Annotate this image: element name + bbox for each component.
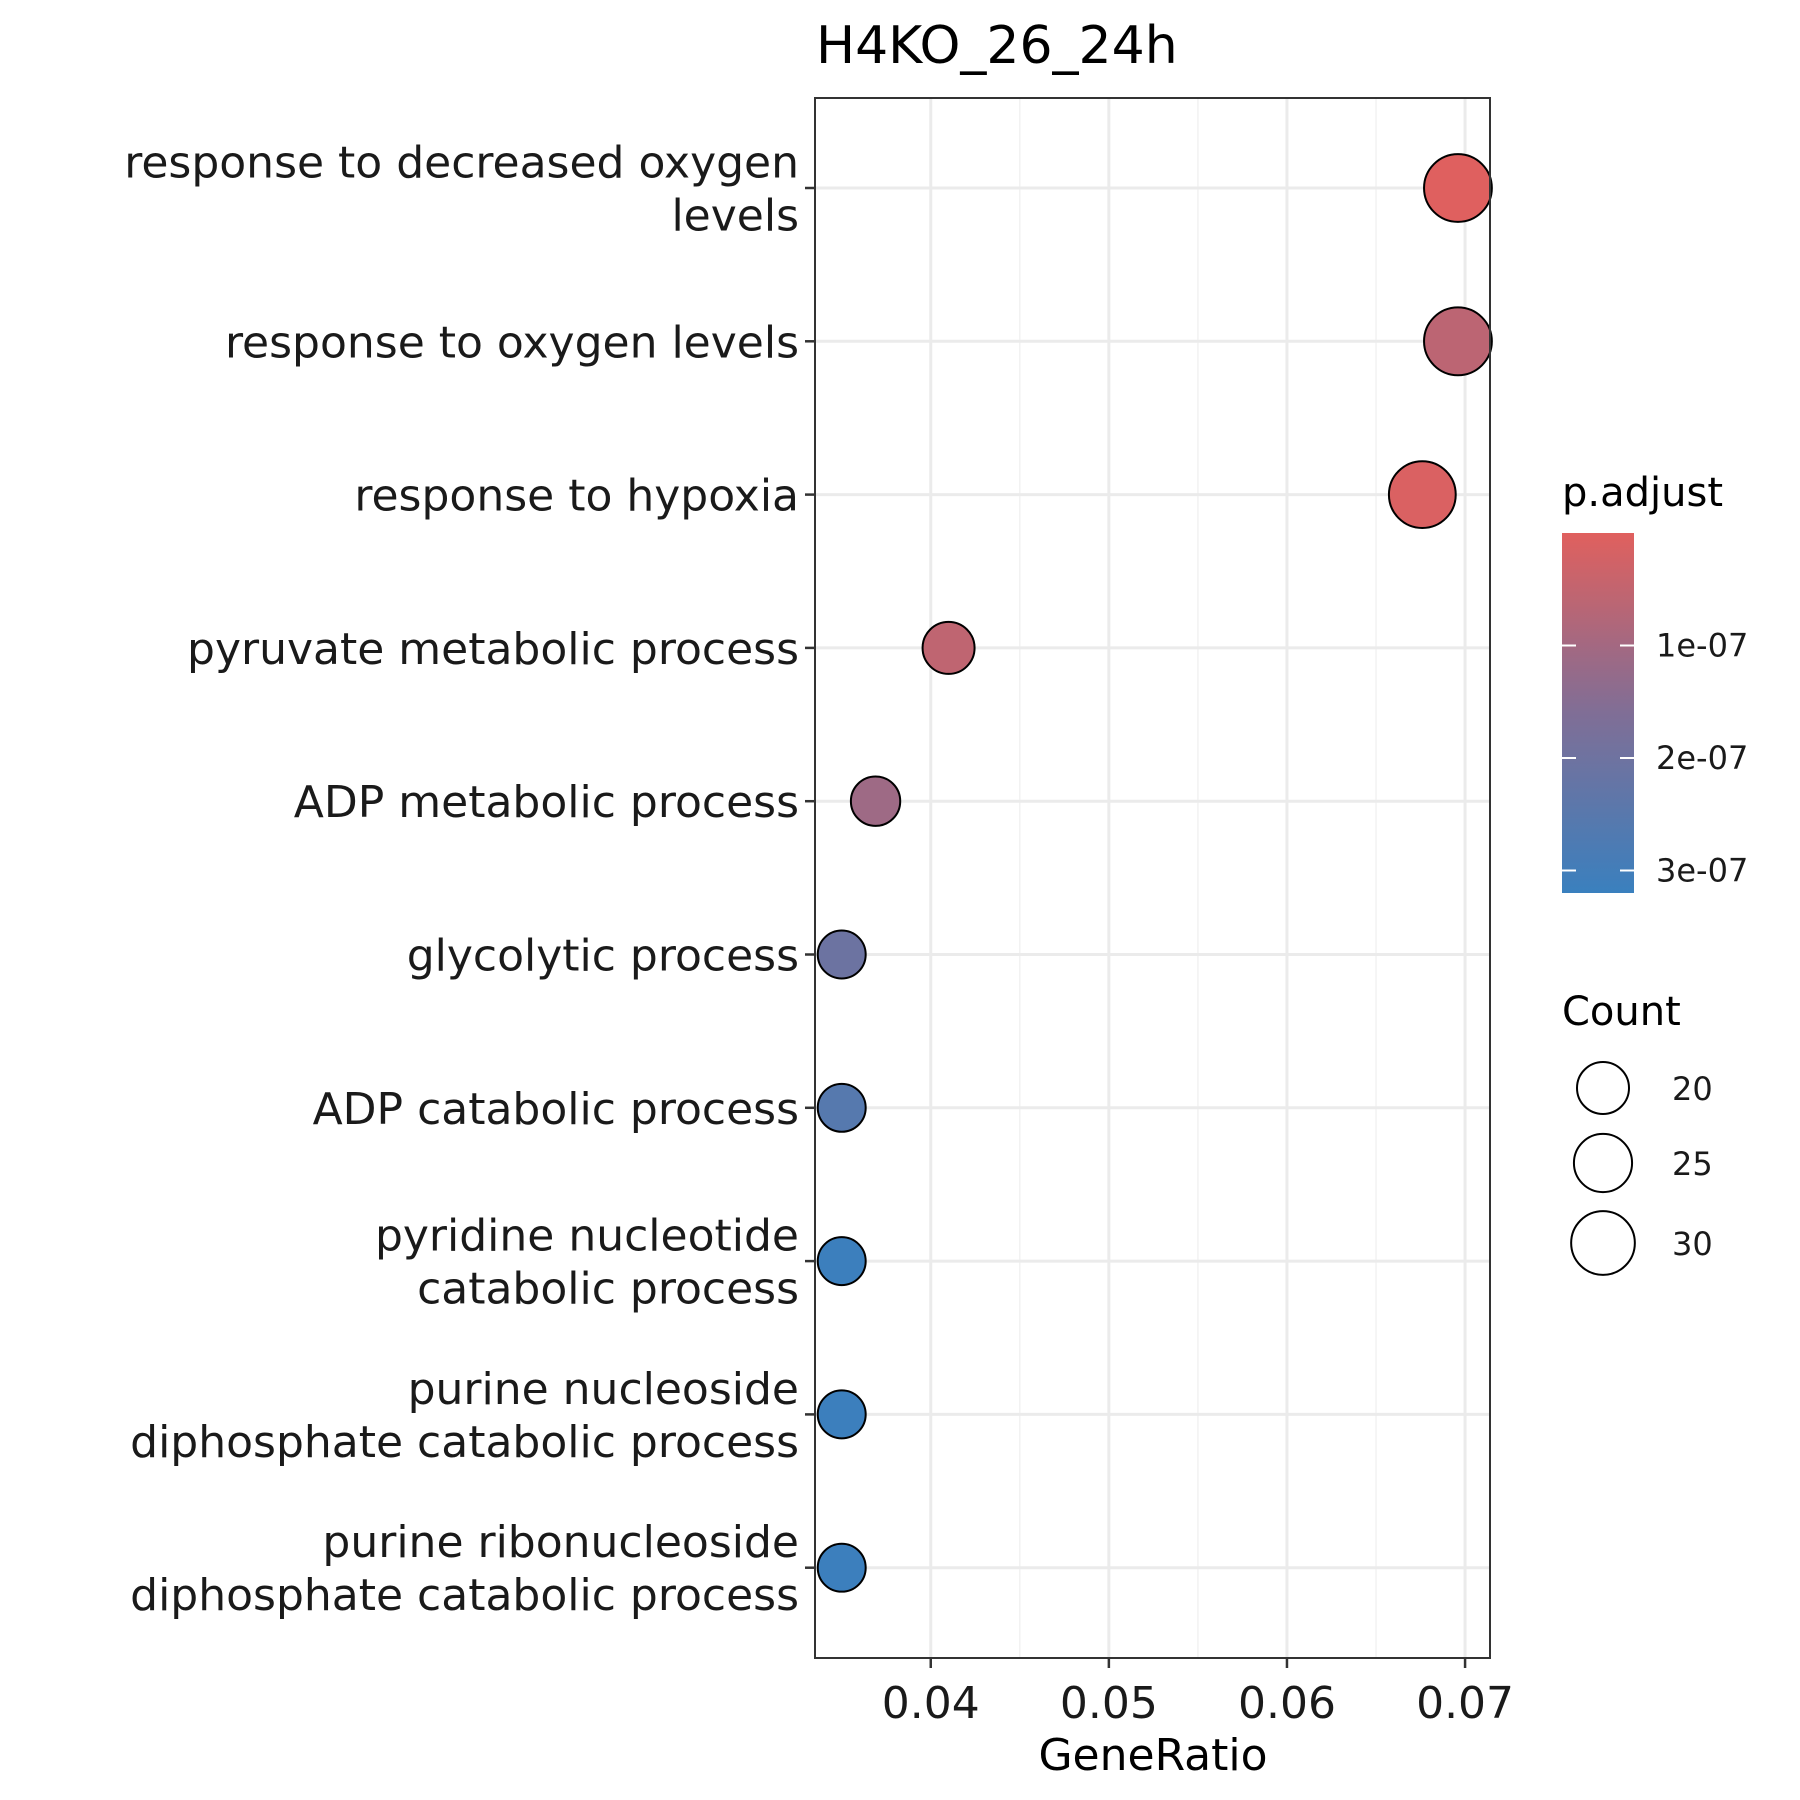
plot-panel xyxy=(815,98,1490,1658)
y-tick-label: ADP metabolic process xyxy=(294,777,799,828)
x-tick-label: 0.05 xyxy=(1060,1678,1158,1729)
x-tick-label: 0.04 xyxy=(882,1678,980,1729)
data-point xyxy=(816,1236,867,1287)
x-axis-title: GeneRatio xyxy=(1038,1730,1267,1781)
data-points xyxy=(816,153,1493,1593)
y-tick-label: diphosphate catabolic process xyxy=(130,1570,799,1621)
y-tick-label: response to hypoxia xyxy=(354,471,799,522)
y-tick-label: ADP catabolic process xyxy=(313,1084,799,1135)
count-legend-circle xyxy=(1570,1210,1636,1276)
data-point xyxy=(1423,306,1493,377)
y-tick-label: glycolytic process xyxy=(407,931,799,982)
p-adjust-legend: p.adjust 1e-07 2e-07 3e-07 xyxy=(1562,470,1748,893)
y-tick-label: pyruvate metabolic process xyxy=(187,624,799,675)
y-tick-label: purine ribonucleoside xyxy=(322,1517,799,1568)
data-point xyxy=(816,1389,867,1440)
count-legend-label: 25 xyxy=(1672,1145,1713,1183)
x-axis: 0.04 0.05 0.06 0.07 xyxy=(882,1658,1514,1729)
y-tick-label: response to oxygen levels xyxy=(225,317,799,368)
p-adjust-colorbar xyxy=(1562,533,1634,893)
count-legend-label: 20 xyxy=(1672,1070,1713,1108)
data-point xyxy=(921,620,976,675)
data-point xyxy=(816,1082,867,1133)
x-tick-label: 0.07 xyxy=(1416,1678,1514,1729)
y-tick-label: diphosphate catabolic process xyxy=(130,1417,799,1468)
x-tick-label: 0.06 xyxy=(1238,1678,1336,1729)
count-legend-label: 30 xyxy=(1672,1225,1713,1263)
plot-panel-border xyxy=(814,97,1491,1659)
y-tick-label: response to decreased oxygen xyxy=(124,138,799,189)
colorbar-tick-label: 1e-07 xyxy=(1656,627,1748,665)
y-tick-label: purine nucleoside xyxy=(408,1364,799,1415)
plot-panel-background xyxy=(815,98,1490,1658)
data-point xyxy=(1387,460,1457,529)
count-legend-title: Count xyxy=(1562,989,1681,1035)
colorbar-tick-label: 2e-07 xyxy=(1656,739,1748,777)
count-legend: Count 20 25 30 xyxy=(1562,989,1713,1276)
data-point xyxy=(849,775,902,827)
y-tick-label: levels xyxy=(671,191,799,242)
data-point xyxy=(816,929,867,980)
count-legend-circle xyxy=(1572,1132,1634,1194)
y-tick-label: pyridine nucleotide xyxy=(375,1211,799,1262)
p-adjust-legend-title: p.adjust xyxy=(1562,470,1723,516)
chart-title: H4KO_26_24h xyxy=(816,16,1178,76)
count-legend-circle xyxy=(1576,1061,1630,1115)
colorbar-tick-label: 3e-07 xyxy=(1656,852,1748,890)
y-tick-label: catabolic process xyxy=(417,1264,799,1315)
data-point xyxy=(1423,153,1493,223)
data-point xyxy=(816,1542,867,1593)
